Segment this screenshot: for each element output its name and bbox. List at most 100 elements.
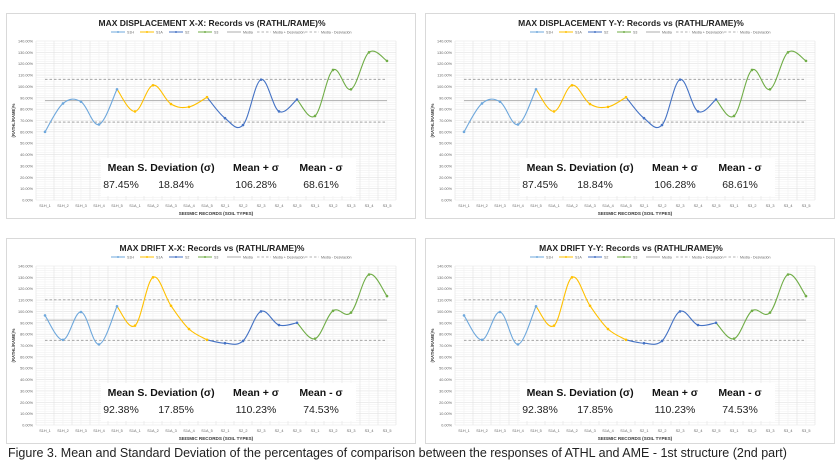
y-tick-label: 40.00% (439, 378, 453, 382)
stats-header: Mean + σ (233, 387, 279, 399)
legend: S1H S1A S2 S3 Media Media + Desviación Media -… (530, 255, 771, 259)
data-point (61, 338, 65, 342)
legend-label: Media - Desviación (740, 30, 771, 34)
legend-label: Media + Desviación (273, 255, 304, 259)
x-tick-label: S2_2 (658, 429, 667, 433)
x-tick-label: S2_1 (640, 204, 649, 208)
legend-label: S3 (214, 30, 218, 34)
series-line-s2 (625, 310, 717, 345)
x-tick-label: S1H_5 (530, 429, 542, 433)
series-line-s1a (535, 276, 627, 341)
x-tick-label: S3_1 (311, 429, 320, 433)
y-tick-label: 80.00% (20, 108, 34, 112)
series-line-s3 (715, 50, 807, 118)
data-point (349, 87, 353, 91)
legend-marker (204, 256, 206, 258)
x-tick-label: S3_1 (730, 204, 739, 208)
data-point (367, 51, 371, 54)
x-tick-label: S3_4 (365, 429, 374, 433)
legend-label: S1A (575, 255, 582, 259)
x-axis-label: SEISMIC RECORDS (SOIL TYPES) (598, 211, 673, 216)
y-tick-label: 60.00% (20, 355, 34, 359)
data-point (732, 337, 736, 340)
y-tick-label: 140.00% (437, 40, 453, 44)
data-point (277, 110, 281, 113)
x-tick-label: S1A_5 (620, 204, 631, 208)
x-tick-label: S1H_4 (93, 429, 105, 433)
x-tick-label: S2_5 (712, 204, 721, 208)
y-tick-label: 10.00% (20, 412, 34, 416)
data-point (385, 294, 389, 298)
legend-marker (623, 31, 625, 33)
data-point (516, 343, 520, 346)
stats-header: S. Deviation (σ) (556, 162, 634, 174)
data-point (516, 123, 520, 126)
chart-panel-displacement-xx: MAX DISPLACEMENT X-X: Records vs (RATHL/… (6, 13, 416, 219)
x-tick-label: S1A_2 (147, 429, 158, 433)
data-point (570, 276, 574, 279)
legend-marker (565, 256, 567, 258)
stats-header: Mean (526, 162, 554, 174)
x-tick-label: S3_5 (802, 204, 811, 208)
data-point (570, 83, 574, 87)
stats-value: 74.53% (303, 404, 339, 416)
chart-title: MAX DISPLACEMENT X-X: Records vs (RATHL/… (99, 18, 326, 28)
data-point (642, 116, 646, 120)
data-point (732, 114, 736, 118)
x-tick-label: S2_4 (694, 429, 703, 433)
y-tick-label: 30.00% (439, 389, 453, 393)
chart-panel-displacement-yy: MAX DISPLACEMENT Y-Y: Records vs (RATHL/… (425, 13, 835, 219)
data-point (61, 102, 65, 105)
data-point (151, 276, 155, 279)
chart-svg: MAX DRIFT Y-Y: Records vs (RATHL/RAME)% 0… (430, 243, 816, 441)
legend-marker (623, 256, 625, 258)
stats-value: 92.38% (103, 404, 139, 416)
series-line-s3 (715, 273, 807, 340)
y-tick-label: 120.00% (437, 62, 453, 66)
legend-label: S2 (604, 30, 608, 34)
x-tick-label: S1H_1 (458, 429, 470, 433)
data-point (750, 68, 754, 72)
stats-value: 74.53% (722, 404, 758, 416)
y-tick-label: 100.00% (18, 310, 34, 314)
x-tick-label: S3_3 (347, 429, 356, 433)
legend-label: S1H (546, 255, 553, 259)
chart-panel-drift-xx: MAX DRIFT X-X: Records vs (RATHL/RAME)% 0… (6, 238, 416, 444)
x-tick-label: S2_2 (658, 204, 667, 208)
data-point (43, 314, 47, 317)
x-tick-label: S3_4 (784, 429, 793, 433)
y-tick-label: 40.00% (20, 153, 34, 157)
data-point (205, 338, 209, 342)
stats-value: 87.45% (522, 179, 558, 191)
x-tick-label: S1A_3 (165, 429, 176, 433)
data-point (313, 114, 317, 118)
legend-label: S1H (127, 255, 134, 259)
legend-label: S1H (546, 30, 553, 34)
y-tick-label: 60.00% (20, 130, 34, 134)
stats-value: 68.61% (303, 179, 339, 191)
y-tick-label: 30.00% (20, 164, 34, 168)
y-tick-label: 130.00% (437, 51, 453, 55)
stats-box: Mean 92.38% S. Deviation (σ) 17.85% Mean + σ… (101, 383, 356, 421)
x-tick-label: S1A_1 (129, 429, 140, 433)
data-point (133, 110, 137, 113)
x-tick-label: S1H_5 (530, 204, 542, 208)
data-point (462, 314, 466, 317)
legend-marker (204, 31, 206, 33)
legend-label: S2 (604, 255, 608, 259)
y-tick-label: 20.00% (20, 401, 34, 405)
legend-label: S3 (633, 255, 637, 259)
data-point (205, 95, 209, 99)
data-point (552, 110, 556, 113)
legend-label: S3 (214, 255, 218, 259)
stats-header: Mean (107, 162, 135, 174)
x-tick-label: S2_2 (239, 204, 248, 208)
data-point (97, 123, 101, 126)
y-axis-label: (RATHL/RAME)% (430, 328, 435, 362)
x-tick-label: S2_4 (275, 204, 284, 208)
data-point (241, 339, 245, 343)
y-tick-label: 90.00% (20, 321, 34, 325)
x-tick-label: S3_5 (383, 429, 392, 433)
stats-value: 110.23% (235, 404, 277, 416)
legend: S1H S1A S2 S3 Media Media + Desviación Media -… (111, 30, 352, 34)
